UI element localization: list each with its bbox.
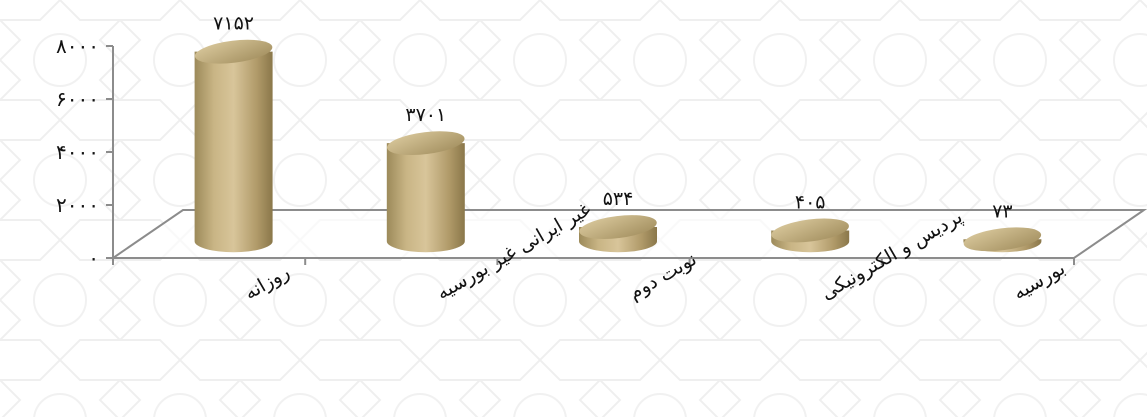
- bar: [963, 227, 1042, 253]
- bar: [579, 215, 657, 253]
- bar-top: [194, 39, 273, 64]
- bar-top: [387, 131, 465, 156]
- bar-top: [771, 218, 849, 243]
- y-tick-label: ۶۰۰۰: [56, 87, 99, 111]
- bar-body: [386, 143, 465, 253]
- data-label: ۷۳: [992, 200, 1012, 222]
- y-axis: ۰ ۲۰۰۰ ۴۰۰۰ ۶۰۰۰ ۸۰۰۰: [56, 34, 114, 270]
- y-tick-label: ۸۰۰۰: [56, 34, 99, 58]
- bar-body: [194, 51, 273, 253]
- bar: [771, 218, 850, 253]
- data-labels: ۷۱۵۲ ۳۷۰۱ ۵۳۴ ۴۰۵ ۷۳: [213, 13, 1012, 223]
- data-label: ۴۰۵: [795, 191, 826, 213]
- data-label: ۳۷۰۱: [405, 104, 446, 126]
- y-tick-label: ۲۰۰۰: [56, 193, 99, 217]
- data-label: ۵۳۴: [603, 188, 634, 210]
- bar: [194, 39, 273, 253]
- data-label: ۷۱۵۲: [213, 13, 254, 35]
- y-tick-label: ۰: [88, 246, 99, 270]
- bar-top: [963, 227, 1042, 252]
- bar: [386, 131, 465, 253]
- bar-top: [579, 215, 657, 239]
- y-tick-label: ۴۰۰۰: [56, 140, 99, 164]
- bars: [194, 39, 1042, 253]
